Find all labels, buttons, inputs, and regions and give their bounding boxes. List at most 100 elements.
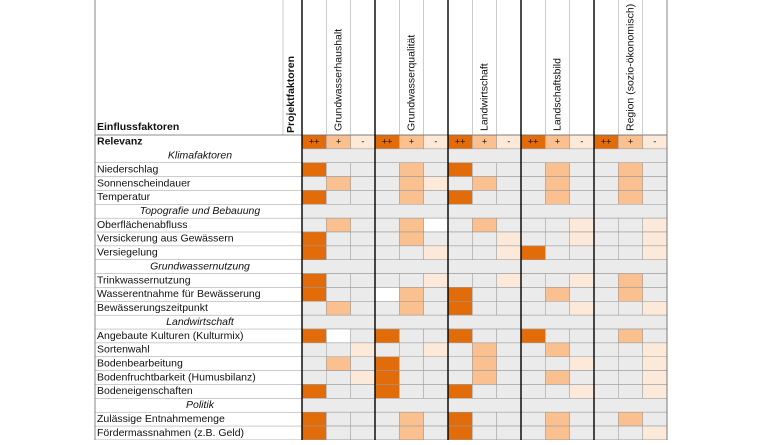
- matrix-cell: [569, 425, 595, 441]
- group-label: Region (sozio-ökonomisch): [624, 4, 636, 131]
- matrix-cell: [496, 384, 522, 399]
- matrix-cell: [472, 176, 497, 191]
- matrix-cell: [593, 190, 619, 205]
- matrix-cell: [496, 190, 522, 205]
- matrix-cell: [593, 245, 619, 260]
- matrix-cell: [642, 356, 668, 371]
- relevance-level: -: [580, 136, 583, 146]
- matrix-cell: [423, 217, 449, 233]
- matrix-cell: [545, 328, 570, 344]
- matrix-cell: [350, 356, 376, 371]
- relevance-level: -: [653, 136, 656, 146]
- relevance-level: ++: [528, 136, 539, 146]
- matrix-cell: [326, 190, 351, 205]
- matrix-cell: [496, 245, 522, 260]
- section-bg: [301, 148, 668, 163]
- matrix-cell: [569, 176, 595, 191]
- matrix-cell: [350, 231, 376, 247]
- matrix-cell: [642, 190, 668, 205]
- relevance-level: +: [409, 136, 414, 146]
- section-bg: [301, 259, 668, 274]
- matrix-cell: [569, 273, 595, 288]
- section-bg: [301, 398, 668, 413]
- matrix-cell: [618, 356, 643, 371]
- matrix-cell: [423, 342, 449, 358]
- matrix-cell: [545, 411, 570, 427]
- matrix-cell: [569, 287, 595, 302]
- row-label: Trinkwassernutzung: [97, 274, 191, 286]
- matrix-cell: [618, 328, 643, 344]
- matrix-cell: [618, 190, 643, 205]
- matrix-cell: [618, 425, 643, 441]
- matrix-cell: [472, 384, 497, 399]
- matrix-cell: [618, 342, 643, 358]
- matrix-cell: [496, 411, 522, 427]
- matrix-cell: [399, 356, 424, 371]
- matrix-cell: [447, 217, 473, 233]
- matrix-cell: [642, 231, 668, 247]
- matrix-cell: [642, 342, 668, 358]
- matrix-cell: [399, 231, 424, 247]
- row-label: Bewässerungszeitpunkt: [97, 302, 208, 314]
- matrix-cell: [618, 217, 643, 233]
- matrix-cell: [301, 245, 327, 260]
- matrix-cell: [593, 162, 619, 177]
- matrix-cell: [374, 425, 400, 441]
- matrix-cell: [374, 190, 400, 205]
- matrix-cell: [423, 231, 449, 247]
- matrix-cell: [350, 370, 376, 385]
- matrix-cell: [520, 342, 546, 358]
- matrix-cell: [642, 301, 668, 316]
- matrix-cell: [618, 162, 643, 177]
- matrix-cell: [593, 328, 619, 344]
- matrix-cell: [569, 301, 595, 316]
- matrix-cell: [350, 176, 376, 191]
- matrix-cell: [472, 411, 497, 427]
- matrix-cell: [472, 425, 497, 441]
- matrix-cell: [569, 342, 595, 358]
- matrix-cell: [301, 301, 327, 316]
- matrix-cell: [374, 273, 400, 288]
- matrix-cell: [496, 370, 522, 385]
- matrix-cell: [399, 162, 424, 177]
- matrix-cell: [472, 273, 497, 288]
- matrix-cell: [593, 176, 619, 191]
- matrix-cell: [301, 356, 327, 371]
- row-label: Zulässige Entnahmemenge: [97, 413, 225, 425]
- matrix-cell: [496, 217, 522, 233]
- matrix-cell: [593, 356, 619, 371]
- matrix-cell: [520, 287, 546, 302]
- matrix-cell: [545, 162, 570, 177]
- matrix-cell: [350, 411, 376, 427]
- matrix-cell: [447, 301, 473, 316]
- matrix-cell: [496, 342, 522, 358]
- matrix-cell: [350, 162, 376, 177]
- row-label: Sonnenscheindauer: [97, 177, 191, 189]
- matrix-cell: [472, 328, 497, 344]
- matrix-cell: [496, 328, 522, 344]
- relevance-level: +: [628, 136, 633, 146]
- matrix-cell: [520, 231, 546, 247]
- matrix-cell: [545, 384, 570, 399]
- matrix-cell: [447, 176, 473, 191]
- matrix-cell: [642, 370, 668, 385]
- matrix-cell: [593, 425, 619, 441]
- matrix-cell: [642, 273, 668, 288]
- matrix-cell: [618, 273, 643, 288]
- matrix-cell: [520, 328, 546, 344]
- matrix-cell: [423, 190, 449, 205]
- matrix-cell: [545, 287, 570, 302]
- matrix-cell: [447, 273, 473, 288]
- section-title: Landwirtschaft: [166, 316, 235, 328]
- group-label: Landwirtschaft: [478, 63, 490, 131]
- relevance-level: ++: [309, 136, 320, 146]
- group-label: Landschaftsbild: [551, 58, 563, 131]
- matrix-cell: [399, 176, 424, 191]
- matrix-cell: [399, 425, 424, 441]
- row-header: Einflussfaktoren: [97, 121, 179, 133]
- matrix-cell: [569, 384, 595, 399]
- matrix-cell: [618, 176, 643, 191]
- matrix-cell: [326, 384, 351, 399]
- matrix-cell: [545, 356, 570, 371]
